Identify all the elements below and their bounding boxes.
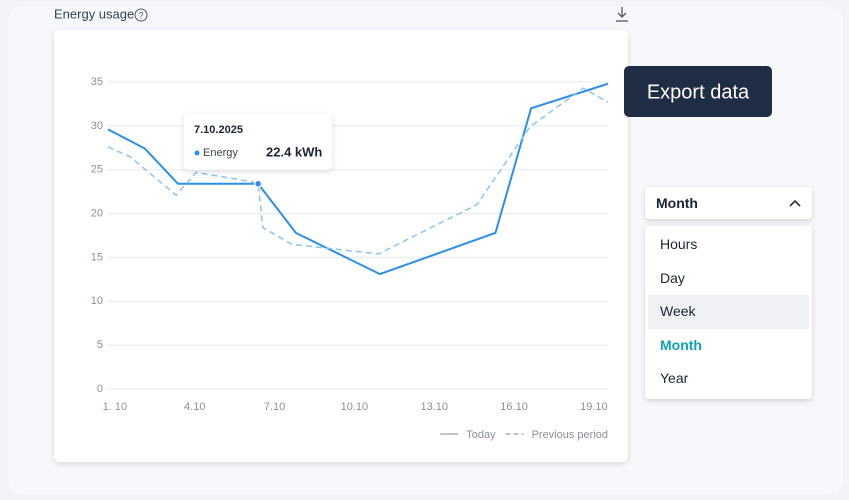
- x-tick-label: 7.10: [264, 401, 285, 413]
- export-tooltip: [624, 66, 772, 117]
- tooltip: [184, 113, 332, 170]
- y-tick-label: 20: [91, 207, 103, 219]
- y-tick-label: 5: [97, 339, 103, 351]
- tooltip-dot: [194, 150, 200, 156]
- dropdown-option[interactable]: Month: [660, 336, 702, 353]
- chart-title: Energy usage: [54, 6, 134, 21]
- help-icon[interactable]: [134, 8, 148, 22]
- dropdown-option[interactable]: Day: [660, 269, 685, 286]
- legend-label: Today: [466, 429, 496, 441]
- chevron: [789, 199, 801, 207]
- y-tick-label: 35: [91, 76, 103, 88]
- download-icon[interactable]: [616, 7, 628, 22]
- tooltip-date: 7.10.2025: [194, 124, 243, 136]
- series-line: [107, 82, 609, 276]
- x-tick-label: 4.10: [184, 401, 205, 413]
- y-tick-label: 25: [91, 164, 103, 176]
- tooltip-value: 22.4 kWh: [266, 144, 322, 159]
- x-tick-label: 10.10: [341, 401, 369, 413]
- export-label: Export data: [647, 81, 750, 103]
- hover-point: [253, 179, 263, 188]
- y-tick-label: 30: [91, 120, 103, 132]
- dropdown-option[interactable]: Hours: [660, 236, 698, 252]
- x-tick-label: 19.10: [580, 401, 608, 413]
- series-line: [107, 87, 609, 255]
- dropdown-button[interactable]: Month: [645, 187, 812, 219]
- x-tick-label: 13.10: [420, 401, 448, 413]
- x-tick-label: 16.10: [500, 401, 528, 413]
- legend-label: Previous period: [532, 429, 608, 441]
- dropdown-option[interactable]: Week: [648, 295, 809, 329]
- y-tick-label: 15: [91, 251, 103, 263]
- help-icon[interactable]: ?: [138, 10, 143, 20]
- dropdown-selected: Month: [656, 195, 698, 211]
- y-tick-label: 10: [91, 295, 103, 307]
- tooltip-series: Energy: [203, 147, 238, 159]
- dropdown-menu: Hours Day Week Month Year: [645, 226, 812, 399]
- card: [54, 30, 628, 462]
- y-tick-label: 0: [97, 383, 103, 395]
- x-tick-label: 1. 10: [103, 401, 127, 413]
- dropdown-option[interactable]: Year: [660, 370, 689, 387]
